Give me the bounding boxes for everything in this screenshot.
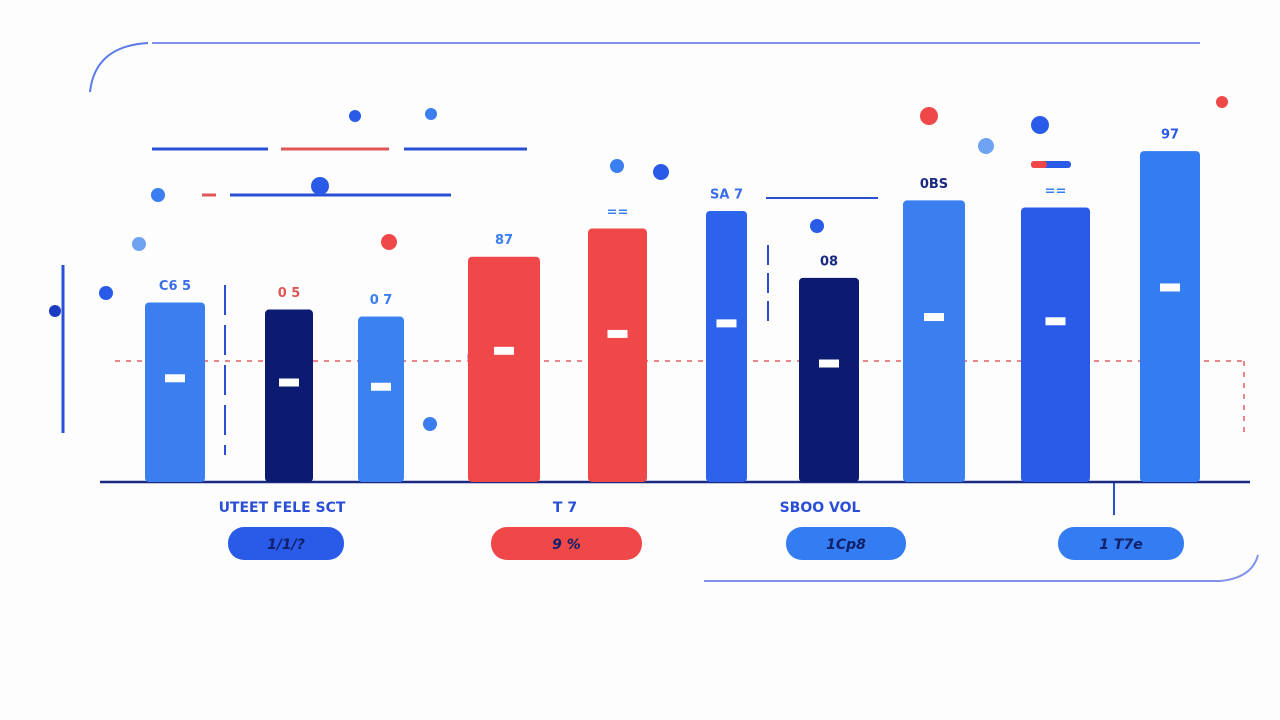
annotation: == bbox=[1045, 184, 1067, 199]
bar bbox=[1140, 151, 1200, 482]
annotation: 87 bbox=[495, 233, 513, 248]
bar bbox=[799, 277, 859, 482]
annotation: 0 5 bbox=[278, 286, 301, 301]
annotation: == bbox=[607, 205, 629, 220]
annotation: 08 bbox=[820, 254, 838, 269]
annotation: 0 7 bbox=[370, 293, 393, 308]
pill bbox=[228, 527, 344, 560]
dot bbox=[381, 234, 397, 250]
bar bbox=[265, 309, 313, 482]
dot bbox=[1031, 116, 1049, 134]
bar-tick bbox=[819, 359, 839, 368]
bar bbox=[588, 228, 647, 482]
bar bbox=[145, 302, 205, 482]
pill bbox=[1058, 527, 1184, 560]
pill-label: 1Cp8 bbox=[826, 537, 866, 553]
group-label: T 7 bbox=[553, 500, 577, 516]
group-label: SBOO VOL bbox=[780, 500, 861, 516]
dot bbox=[151, 188, 165, 202]
bar bbox=[1021, 207, 1090, 482]
bar-tick bbox=[924, 313, 944, 322]
dot bbox=[610, 159, 624, 173]
bar-tick bbox=[1045, 317, 1066, 326]
pill bbox=[491, 527, 642, 560]
bar-tick bbox=[607, 329, 628, 338]
dot bbox=[810, 219, 824, 233]
pill-label: 1 T7e bbox=[1099, 537, 1142, 553]
pill-label: 9 % bbox=[552, 537, 581, 553]
dot bbox=[132, 237, 146, 251]
pill-label: 1/1/? bbox=[267, 537, 305, 553]
bar bbox=[706, 210, 747, 482]
frame-corner bbox=[89, 42, 149, 93]
frame-bottom bbox=[704, 554, 1259, 582]
bar-tick bbox=[1160, 283, 1180, 292]
dot bbox=[49, 305, 61, 317]
bar-tick bbox=[279, 378, 299, 387]
group-label: UTEET FELE SCT bbox=[219, 500, 346, 516]
bar bbox=[358, 316, 404, 482]
annotation: C6 5 bbox=[159, 279, 191, 294]
annotation: SA 7 bbox=[710, 187, 743, 202]
dot bbox=[920, 107, 938, 125]
dot bbox=[425, 108, 437, 120]
bar-tick bbox=[716, 319, 737, 328]
bar-tick bbox=[494, 346, 514, 355]
pill bbox=[786, 527, 906, 560]
dot bbox=[1216, 96, 1228, 108]
bar bbox=[903, 200, 965, 482]
chip bbox=[1031, 161, 1047, 168]
bar bbox=[468, 256, 540, 482]
bar-tick bbox=[371, 382, 391, 391]
dot bbox=[978, 138, 994, 154]
dot bbox=[99, 286, 113, 300]
dot bbox=[653, 164, 669, 180]
annotation: 0BS bbox=[920, 177, 948, 192]
dot bbox=[349, 110, 361, 122]
dot bbox=[311, 177, 329, 195]
annotation: 97 bbox=[1161, 128, 1179, 143]
bar-tick bbox=[165, 374, 185, 383]
dot bbox=[423, 417, 437, 431]
